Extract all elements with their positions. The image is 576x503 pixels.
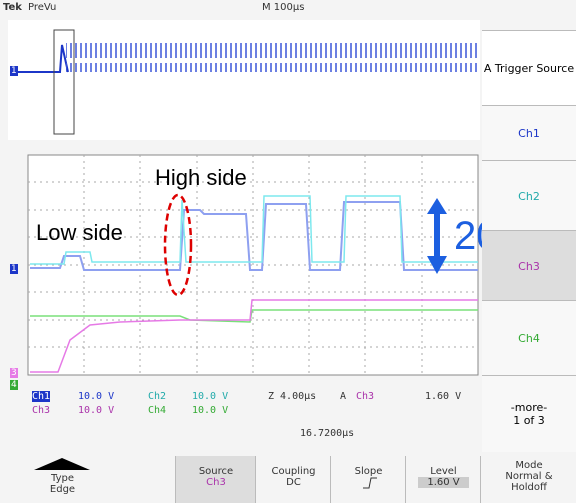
button-label: Coupling	[256, 466, 331, 477]
channel-marker: 1	[10, 66, 18, 76]
readout: 10.0 V	[192, 405, 228, 416]
button-value: Edge	[20, 484, 105, 495]
tab-arrow	[20, 456, 105, 470]
menu-item[interactable]: Ch1	[482, 105, 576, 161]
readout: 1.60 V	[425, 391, 461, 402]
readout: A	[340, 391, 346, 402]
readout: 10.0 V	[78, 391, 114, 402]
readout: 10.0 V	[78, 405, 114, 416]
button-value: Normal & Holdoff	[499, 471, 559, 493]
menu-button[interactable]: Coupling DC	[255, 456, 331, 503]
readout: 10.0 V	[192, 391, 228, 402]
channel-marker: 4	[10, 380, 18, 390]
readout: 16.7200µs	[300, 428, 354, 439]
more-label: -more-	[511, 401, 547, 414]
menu-button[interactable]: Mode Normal & Holdoff	[480, 456, 576, 503]
readout: Ch3	[32, 405, 50, 416]
button-value: 1.60 V	[418, 477, 469, 488]
page-label: 1 of 3	[513, 414, 545, 427]
readout: Z 4.00µs	[268, 391, 316, 402]
button-label: Mode	[481, 460, 576, 471]
overview-area	[8, 20, 480, 140]
menu-button[interactable]: Source Ch3	[175, 456, 256, 503]
menu-button[interactable]: Slope	[330, 456, 406, 503]
annotation: Low side	[36, 220, 123, 246]
menu-button[interactable]: Level 1.60 V	[405, 456, 481, 503]
scope-screen: Tek PreVu M 100µs 1 1 3 4	[0, 0, 576, 503]
menu-more[interactable]: -more- 1 of 3	[482, 375, 576, 452]
overview-pulses	[66, 43, 478, 72]
button-value: Ch3	[176, 477, 256, 488]
channel-marker: 3	[10, 368, 18, 378]
menu-title: A Trigger Source	[482, 30, 576, 106]
button-label: Source	[176, 466, 256, 477]
button-label: Level	[406, 466, 481, 477]
button-label: Slope	[331, 466, 406, 477]
readout: Ch1	[32, 391, 50, 402]
menu-item[interactable]: Ch3	[482, 230, 576, 301]
menu-item[interactable]: Ch4	[482, 300, 576, 376]
readout: Ch2	[148, 391, 166, 402]
menu-item[interactable]: Ch2	[482, 160, 576, 231]
channel-marker: 1	[10, 264, 18, 274]
menu-button[interactable]: Type Edge	[20, 456, 105, 503]
button-value: DC	[256, 477, 331, 488]
readout: Ch4	[148, 405, 166, 416]
button-label: Type	[20, 473, 105, 484]
annotation: High side	[155, 165, 247, 191]
slope-icon	[359, 477, 379, 489]
readout: Ch3	[356, 391, 374, 402]
